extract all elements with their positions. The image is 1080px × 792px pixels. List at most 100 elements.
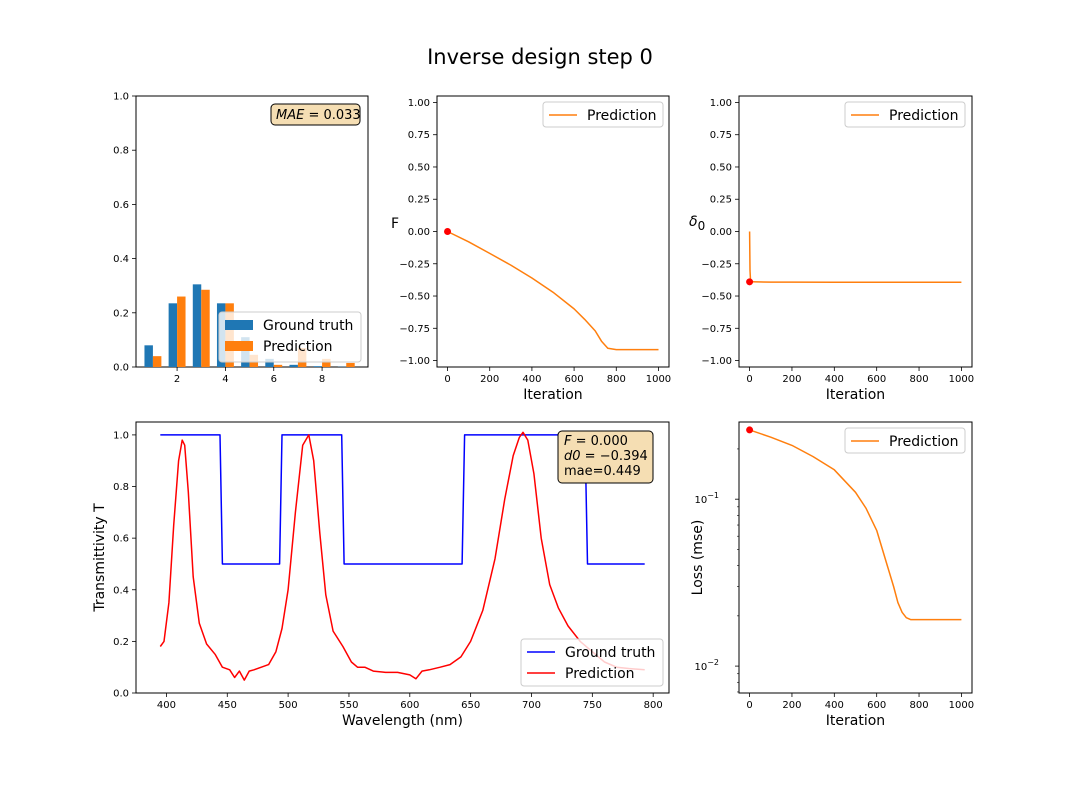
f-curve-ytick-label: −0.50 xyxy=(399,292,430,303)
histogram-legend-box xyxy=(218,311,362,363)
delta-curve-ytick-label: −0.75 xyxy=(701,324,732,335)
loss-legend: Prediction xyxy=(844,427,966,454)
spectrum-legend-label: Prediction xyxy=(565,666,635,682)
loss-xtick-label: 200 xyxy=(782,700,801,711)
histogram-bar xyxy=(346,362,355,367)
spectrum-frame xyxy=(135,421,670,694)
f-curve-frame xyxy=(436,95,670,368)
histogram-bar xyxy=(289,364,298,367)
loss-legend-box xyxy=(844,427,966,454)
spectrum-legend-box xyxy=(520,638,664,687)
histogram-bar xyxy=(201,289,210,367)
histogram-legend-label: Prediction xyxy=(263,339,333,355)
f-curve-ytick-label: 0.25 xyxy=(408,195,430,206)
f-curve-xtick-label: 600 xyxy=(565,374,584,385)
delta-curve-ytick-label: 0.50 xyxy=(710,162,732,173)
histogram-annotation: MAE = 0.033 xyxy=(276,108,361,123)
histogram-ytick-label: 0.8 xyxy=(113,146,129,157)
delta-curve-xlabel: Iteration xyxy=(826,387,885,403)
histogram-ytick-label: 0.2 xyxy=(113,308,129,319)
delta-curve-ytick-label: −0.25 xyxy=(701,259,732,270)
spectrum-xlabel: Wavelength (nm) xyxy=(342,713,463,729)
histogram-bar xyxy=(144,345,153,367)
spectrum-annotation-line: F = 0.000 xyxy=(564,434,628,449)
f-curve-panel: 0 200 400 600 800 1000 −1.00 −0.75 −0.50 −0.25 0.0… xyxy=(391,95,671,403)
spectrum-ytick-label: 0.6 xyxy=(113,534,129,545)
loss-panel: 0 200 400 600 800 1000 10−1 10−2 Iteration Loss (… xyxy=(690,421,974,729)
loss-xtick-label: 600 xyxy=(867,700,886,711)
histogram-legend-swatch xyxy=(225,320,253,330)
spectrum-legend-label: Ground truth xyxy=(565,645,655,661)
spectrum-xtick-label: 550 xyxy=(339,700,358,711)
histogram-bar xyxy=(192,284,202,367)
f-curve-ytick-label: 1.00 xyxy=(408,98,430,109)
f-curve-xtick-label: 0 xyxy=(444,374,450,385)
loss-xlabel: Iteration xyxy=(826,713,885,729)
delta-curve-legend-box xyxy=(844,101,966,128)
spectrum-ytick-label: 0.2 xyxy=(113,637,129,648)
loss-ytick-label: 10−2 xyxy=(694,658,719,673)
figure-title: Inverse design step 0 xyxy=(427,45,653,69)
loss-marker xyxy=(746,426,754,434)
histogram-xtick-label: 6 xyxy=(271,374,277,385)
histogram-panel: 2 4 6 8 0.0 0.2 0.4 0.6 0.8 1.0 Ground truth Predic… xyxy=(113,92,369,385)
f-curve-ylabel: F xyxy=(391,216,399,232)
f-curve-ytick-label: 0.75 xyxy=(408,130,430,141)
f-curve-ytick-label: −0.25 xyxy=(399,259,430,270)
histogram-bar xyxy=(168,303,178,367)
f-curve-xlabel: Iteration xyxy=(523,387,582,403)
f-curve-xtick-label: 200 xyxy=(480,374,499,385)
loss-xtick-label: 0 xyxy=(746,700,752,711)
loss-line xyxy=(749,429,962,621)
spectrum-xtick-label: 800 xyxy=(644,700,663,711)
histogram-xtick-label: 4 xyxy=(222,374,228,385)
histogram-legend-swatch xyxy=(225,341,253,351)
loss-legend-label: Prediction xyxy=(889,434,959,450)
spectrum-ylabel: Transmittivity T xyxy=(92,503,108,613)
histogram-xtick-label: 2 xyxy=(174,374,180,385)
delta-curve-legend: Prediction xyxy=(844,101,966,128)
histogram-bar xyxy=(313,366,323,367)
delta-curve-ylabel: δ0 xyxy=(689,214,705,233)
f-curve-legend-label: Prediction xyxy=(587,108,657,124)
loss-xtick-label: 1000 xyxy=(949,700,974,711)
spectrum-xtick-label: 600 xyxy=(400,700,419,711)
delta-curve-xtick-label: 400 xyxy=(825,374,844,385)
histogram-xtick-label: 8 xyxy=(319,374,325,385)
f-curve-marker xyxy=(444,228,452,235)
loss-ylabel: Loss (mse) xyxy=(690,520,706,596)
delta-curve-ytick-label: 1.00 xyxy=(710,98,732,109)
delta-curve-xtick-label: 1000 xyxy=(949,374,974,385)
f-curve-ytick-label: 0.50 xyxy=(408,162,430,173)
spectrum-ytick-label: 0.4 xyxy=(113,585,129,596)
f-curve-legend: Prediction xyxy=(542,101,664,128)
f-curve-ytick-label: 0.00 xyxy=(408,227,430,238)
spectrum-xtick-label: 650 xyxy=(461,700,480,711)
f-curve-xtick-label: 400 xyxy=(522,374,541,385)
delta-curve-ytick-label: −1.00 xyxy=(701,356,732,367)
spectrum-ytick-label: 0.8 xyxy=(113,482,129,493)
loss-xtick-label: 800 xyxy=(909,700,928,711)
spectrum-ytick-label: 0.0 xyxy=(113,689,129,700)
histogram-ytick-label: 0.4 xyxy=(113,254,129,265)
histogram-bar xyxy=(265,358,274,367)
delta-curve-marker xyxy=(746,278,754,286)
delta-curve-ytick-label: 0.00 xyxy=(710,227,732,238)
f-curve-xtick-label: 1000 xyxy=(646,374,671,385)
spectrum-xtick-label: 400 xyxy=(157,700,176,711)
histogram-ytick-label: 1.0 xyxy=(113,92,129,103)
f-curve-line xyxy=(447,230,659,351)
histogram-bar xyxy=(273,364,283,367)
delta-curve-frame xyxy=(738,95,973,368)
spectrum-line-prediction xyxy=(159,431,645,681)
histogram-bar xyxy=(152,356,162,367)
f-curve-ytick-label: −1.00 xyxy=(399,356,430,367)
spectrum-xtick-label: 500 xyxy=(279,700,298,711)
loss-ytick-label: 10−1 xyxy=(694,491,719,506)
histogram-bar xyxy=(177,296,186,367)
spectrum-legend: Ground truth Prediction xyxy=(520,638,664,687)
f-curve-xtick-label: 800 xyxy=(607,374,626,385)
loss-xtick-label: 400 xyxy=(825,700,844,711)
histogram-legend-label: Ground truth xyxy=(263,318,353,334)
